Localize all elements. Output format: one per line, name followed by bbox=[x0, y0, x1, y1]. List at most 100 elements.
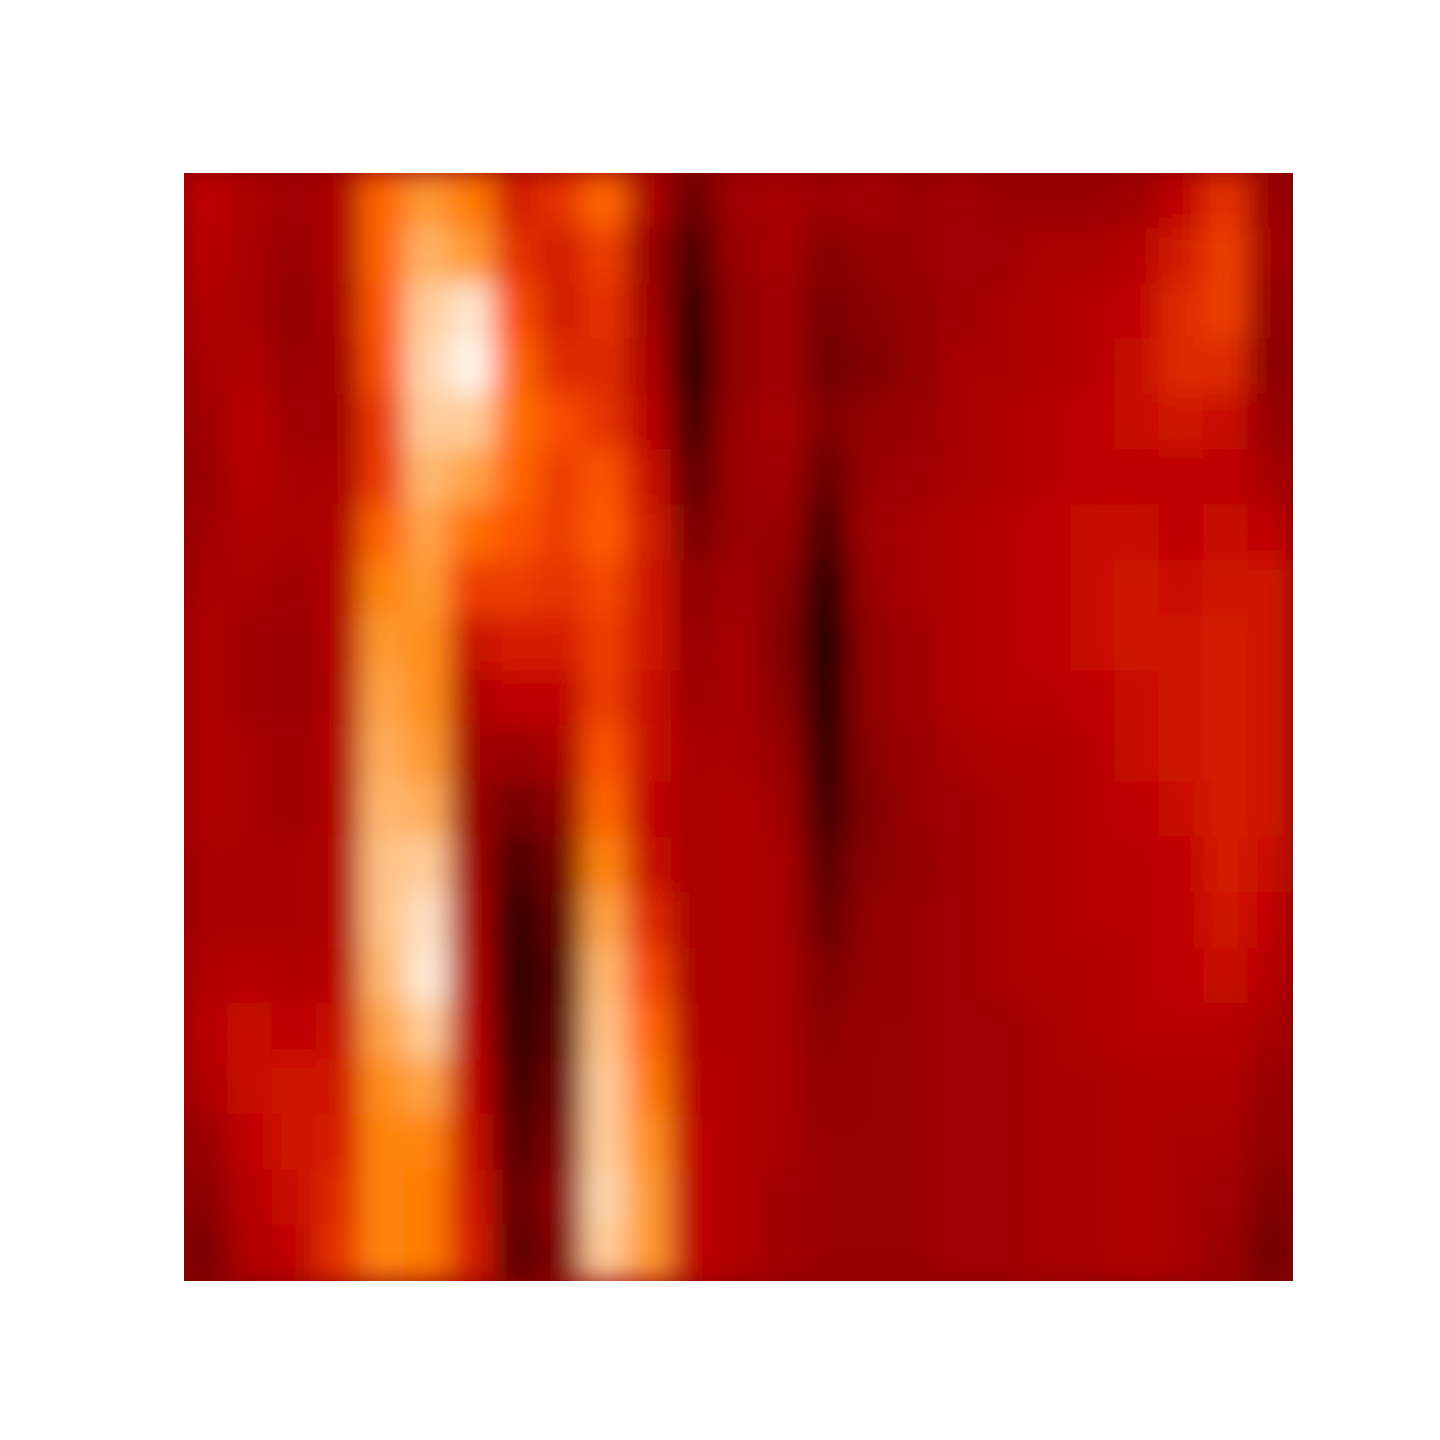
heatmap-cell bbox=[582, 559, 629, 618]
heatmap-cell bbox=[892, 892, 940, 950]
heatmap-cell bbox=[715, 947, 762, 1005]
heatmap-cell bbox=[1158, 504, 1206, 562]
heatmap-cell bbox=[670, 1113, 718, 1172]
heatmap-cell bbox=[404, 1224, 452, 1281]
heatmap-cell bbox=[449, 947, 496, 1005]
heatmap-cell bbox=[670, 173, 718, 230]
heatmap-cell bbox=[449, 1169, 496, 1227]
heatmap-cell bbox=[804, 947, 851, 1005]
heatmap-cell bbox=[892, 836, 940, 895]
heatmap-cell bbox=[981, 1003, 1028, 1061]
heatmap-cell bbox=[1025, 393, 1073, 451]
heatmap-cell bbox=[1247, 781, 1293, 839]
heatmap-cell bbox=[537, 1169, 585, 1227]
heatmap-cell bbox=[848, 173, 895, 230]
heatmap-cell bbox=[537, 559, 585, 618]
heatmap-cell bbox=[316, 836, 363, 895]
heatmap-cell bbox=[892, 781, 940, 839]
heatmap-cell bbox=[271, 1113, 319, 1172]
heatmap-cell bbox=[626, 393, 673, 451]
heatmap-cell bbox=[449, 559, 496, 618]
heatmap-cell bbox=[227, 338, 274, 396]
heatmap-cell bbox=[537, 227, 585, 285]
heatmap-cell bbox=[1158, 173, 1206, 230]
heatmap-cell bbox=[626, 338, 673, 396]
heatmap-cell bbox=[848, 781, 895, 839]
heatmap-cell bbox=[1158, 393, 1206, 451]
heatmap-cell bbox=[937, 726, 984, 784]
heatmap-cell bbox=[184, 449, 230, 507]
heatmap-cell bbox=[1070, 1113, 1117, 1172]
heatmap-cell bbox=[626, 1003, 673, 1061]
heatmap-cell bbox=[1247, 892, 1293, 950]
heatmap-cell bbox=[227, 559, 274, 618]
heatmap-cell bbox=[493, 670, 540, 728]
heatmap-cell bbox=[1025, 947, 1073, 1005]
heatmap-plot bbox=[184, 173, 1293, 1281]
heatmap-cell bbox=[271, 1058, 319, 1116]
heatmap-cell bbox=[1158, 781, 1206, 839]
heatmap-cell bbox=[316, 393, 363, 451]
heatmap-cell bbox=[626, 227, 673, 285]
heatmap-cell bbox=[316, 1224, 363, 1281]
heatmap-cell bbox=[493, 1169, 540, 1227]
heatmap-cell bbox=[449, 1003, 496, 1061]
heatmap-cell bbox=[670, 726, 718, 784]
heatmap-cell bbox=[227, 449, 274, 507]
heatmap-cell bbox=[1247, 1169, 1293, 1227]
heatmap-cell bbox=[715, 1169, 762, 1227]
heatmap-cell bbox=[1070, 670, 1117, 728]
heatmap-cell bbox=[1025, 227, 1073, 285]
heatmap-cell bbox=[1070, 1224, 1117, 1281]
heatmap-cell bbox=[1114, 282, 1161, 341]
heatmap-cell bbox=[227, 1058, 274, 1116]
heatmap-cell bbox=[360, 1003, 407, 1061]
heatmap-cell bbox=[493, 726, 540, 784]
heatmap-cell bbox=[271, 449, 319, 507]
heatmap-cell bbox=[1070, 892, 1117, 950]
heatmap-cell bbox=[271, 726, 319, 784]
heatmap-cell bbox=[1025, 559, 1073, 618]
heatmap-cell bbox=[892, 726, 940, 784]
heatmap-cell bbox=[537, 947, 585, 1005]
heatmap-cell bbox=[404, 1169, 452, 1227]
heatmap-cell bbox=[626, 670, 673, 728]
heatmap-cell bbox=[715, 670, 762, 728]
heatmap-cell bbox=[804, 1169, 851, 1227]
heatmap-cell bbox=[981, 282, 1028, 341]
heatmap-cell bbox=[715, 173, 762, 230]
heatmap-cell bbox=[404, 393, 452, 451]
heatmap-cell bbox=[227, 615, 274, 673]
heatmap-cell bbox=[184, 892, 230, 950]
heatmap-cell bbox=[537, 393, 585, 451]
heatmap-cell bbox=[1070, 836, 1117, 895]
heatmap-cell bbox=[937, 615, 984, 673]
heatmap-cell bbox=[848, 282, 895, 341]
heatmap-cell bbox=[1025, 615, 1073, 673]
heatmap-cell bbox=[227, 1224, 274, 1281]
heatmap-cell bbox=[271, 338, 319, 396]
heatmap-cell bbox=[1070, 1058, 1117, 1116]
heatmap-cell bbox=[804, 282, 851, 341]
heatmap-cell bbox=[1247, 338, 1293, 396]
heatmap-cell bbox=[1158, 1224, 1206, 1281]
heatmap-cell bbox=[1114, 947, 1161, 1005]
heatmap-cell bbox=[1203, 726, 1250, 784]
heatmap-cell bbox=[404, 338, 452, 396]
heatmap-cell bbox=[271, 781, 319, 839]
heatmap-cell bbox=[937, 173, 984, 230]
heatmap-cell bbox=[360, 892, 407, 950]
heatmap-cell bbox=[316, 892, 363, 950]
heatmap-cell bbox=[892, 1224, 940, 1281]
heatmap-cell bbox=[271, 670, 319, 728]
heatmap-cell bbox=[537, 338, 585, 396]
heatmap-cell bbox=[1025, 892, 1073, 950]
heatmap-cell bbox=[1114, 1113, 1161, 1172]
heatmap-cell bbox=[449, 282, 496, 341]
heatmap-cell bbox=[1114, 892, 1161, 950]
heatmap-cell bbox=[981, 227, 1028, 285]
heatmap-cell bbox=[537, 892, 585, 950]
heatmap-cell bbox=[316, 726, 363, 784]
heatmap-cell bbox=[316, 1169, 363, 1227]
heatmap-cell bbox=[626, 504, 673, 562]
